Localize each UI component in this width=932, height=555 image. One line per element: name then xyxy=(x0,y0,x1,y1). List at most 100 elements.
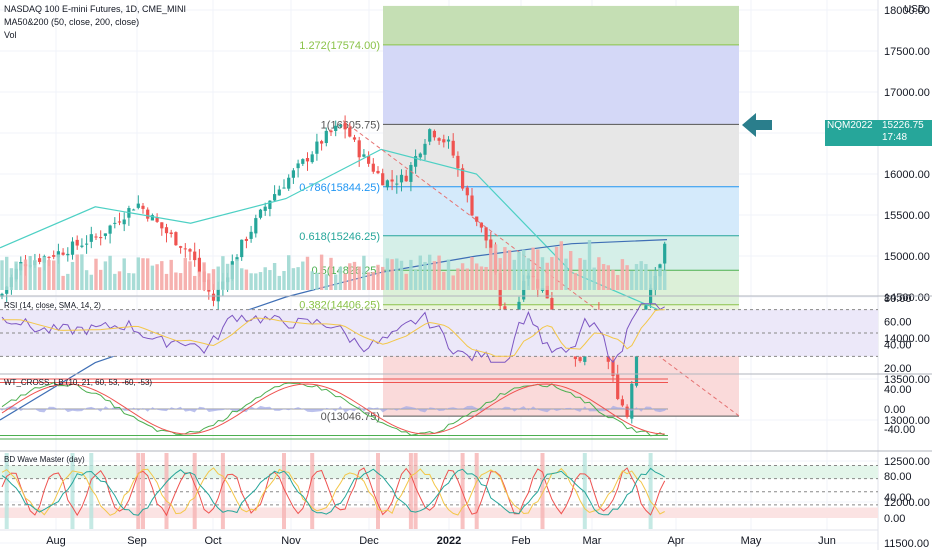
wt-label: WT_CROSS_LB (10, 21, 60, 53, -60, -53) xyxy=(4,378,153,387)
volume-bar xyxy=(14,261,18,290)
symbol-badge[interactable]: NQM2022 xyxy=(825,120,882,146)
volume-bar xyxy=(573,272,578,290)
volume-bar xyxy=(512,259,516,290)
candle-body xyxy=(136,203,140,208)
volume-bar xyxy=(413,269,418,290)
symbol-name: NQM2022 xyxy=(827,120,873,131)
candle-body xyxy=(80,245,84,247)
fib-zone xyxy=(383,5,739,45)
wave-label: BD Wave Master (day) xyxy=(4,455,85,464)
volume-bar xyxy=(28,256,32,290)
volume-bar xyxy=(644,264,648,290)
candle-body xyxy=(381,173,385,186)
currency-label: USD xyxy=(904,4,926,15)
candle-body xyxy=(475,216,479,222)
time-tick: Dec xyxy=(359,535,379,547)
volume-bar xyxy=(446,259,451,290)
volume-bar xyxy=(648,270,653,290)
candle-body xyxy=(117,221,122,223)
time-tick: May xyxy=(741,535,762,547)
wave-signal-bar xyxy=(89,453,94,529)
candle-body xyxy=(38,258,42,262)
volume-bar xyxy=(94,258,98,290)
volume-bar xyxy=(503,247,507,290)
candle-body xyxy=(216,289,220,302)
volume-bar xyxy=(155,264,159,290)
fib-level-label: 0.618(15246.25) xyxy=(299,231,380,243)
volume-bar xyxy=(606,265,610,290)
volume-bar xyxy=(493,244,498,290)
candle-body xyxy=(287,177,291,189)
candle-body xyxy=(329,130,333,133)
candle-body xyxy=(616,374,620,399)
time-tick: Aug xyxy=(46,535,66,547)
candle-body xyxy=(66,253,70,256)
volume-bar xyxy=(282,270,286,290)
candle-body xyxy=(85,243,89,245)
price-tick: 16000.00 xyxy=(884,169,930,181)
volume-bar xyxy=(639,261,643,290)
volume-bar xyxy=(136,257,140,290)
volume-bar xyxy=(61,275,65,290)
candle-body xyxy=(465,187,469,196)
candle-body xyxy=(611,360,615,376)
volume-bar xyxy=(70,261,75,290)
wt-histogram xyxy=(0,405,667,413)
candle-body xyxy=(479,222,483,228)
wave-line xyxy=(1,467,666,517)
candle-body xyxy=(522,280,526,300)
volume-bar xyxy=(357,266,361,290)
candle-body xyxy=(197,257,201,273)
countdown: 17:48 xyxy=(882,132,908,143)
volume-bar xyxy=(625,265,629,290)
candle-body xyxy=(385,180,389,188)
candle-body xyxy=(249,231,253,239)
volume-bar xyxy=(522,249,526,290)
candle-body xyxy=(550,298,554,313)
volume-bar xyxy=(160,261,164,290)
price-tick: 17000.00 xyxy=(884,87,930,99)
candle-body xyxy=(620,399,624,406)
volume-bar xyxy=(23,259,28,290)
volume-bar xyxy=(536,249,540,290)
volume-bar xyxy=(9,268,14,290)
volume-bar xyxy=(174,272,178,290)
candle-body xyxy=(211,293,216,301)
fib-zone xyxy=(383,347,739,417)
price-tick: 12000.00 xyxy=(884,497,930,509)
candle-body xyxy=(47,256,51,258)
volume-bar xyxy=(240,268,244,290)
candle-body xyxy=(268,200,272,209)
rsi-line xyxy=(1,303,665,364)
wave-signal-bar xyxy=(460,453,465,529)
candle-body xyxy=(310,154,314,163)
volume-bar xyxy=(66,273,70,290)
candle-body xyxy=(489,239,493,253)
price-badge: 15226.75 17:48 xyxy=(880,120,932,146)
volume-bar xyxy=(597,257,601,290)
volume-bar xyxy=(319,254,324,290)
volume-bar xyxy=(52,260,56,290)
volume-bar xyxy=(108,255,112,290)
candle-body xyxy=(122,219,126,225)
fib-level-label: 0.382(14406.25) xyxy=(299,300,380,312)
volume-bar xyxy=(475,263,479,290)
volume-bar xyxy=(202,262,206,290)
candle-body xyxy=(470,195,474,216)
volume-bar xyxy=(127,273,131,290)
volume-bar xyxy=(272,262,277,290)
volume-bar xyxy=(89,274,93,290)
candle-body xyxy=(244,238,248,241)
candle-body xyxy=(630,383,634,419)
fib-level-label: 0.786(15844.25) xyxy=(299,182,380,194)
volume-bar xyxy=(390,259,394,290)
volume-bar xyxy=(268,270,272,290)
volume-bar xyxy=(287,255,291,290)
candle-body xyxy=(254,218,258,234)
volume-bar xyxy=(385,258,390,290)
candle-body xyxy=(442,139,446,143)
price-tick: 14000.00 xyxy=(884,333,930,345)
wave-tick: 0.00 xyxy=(884,513,905,525)
candle-body xyxy=(282,187,286,189)
